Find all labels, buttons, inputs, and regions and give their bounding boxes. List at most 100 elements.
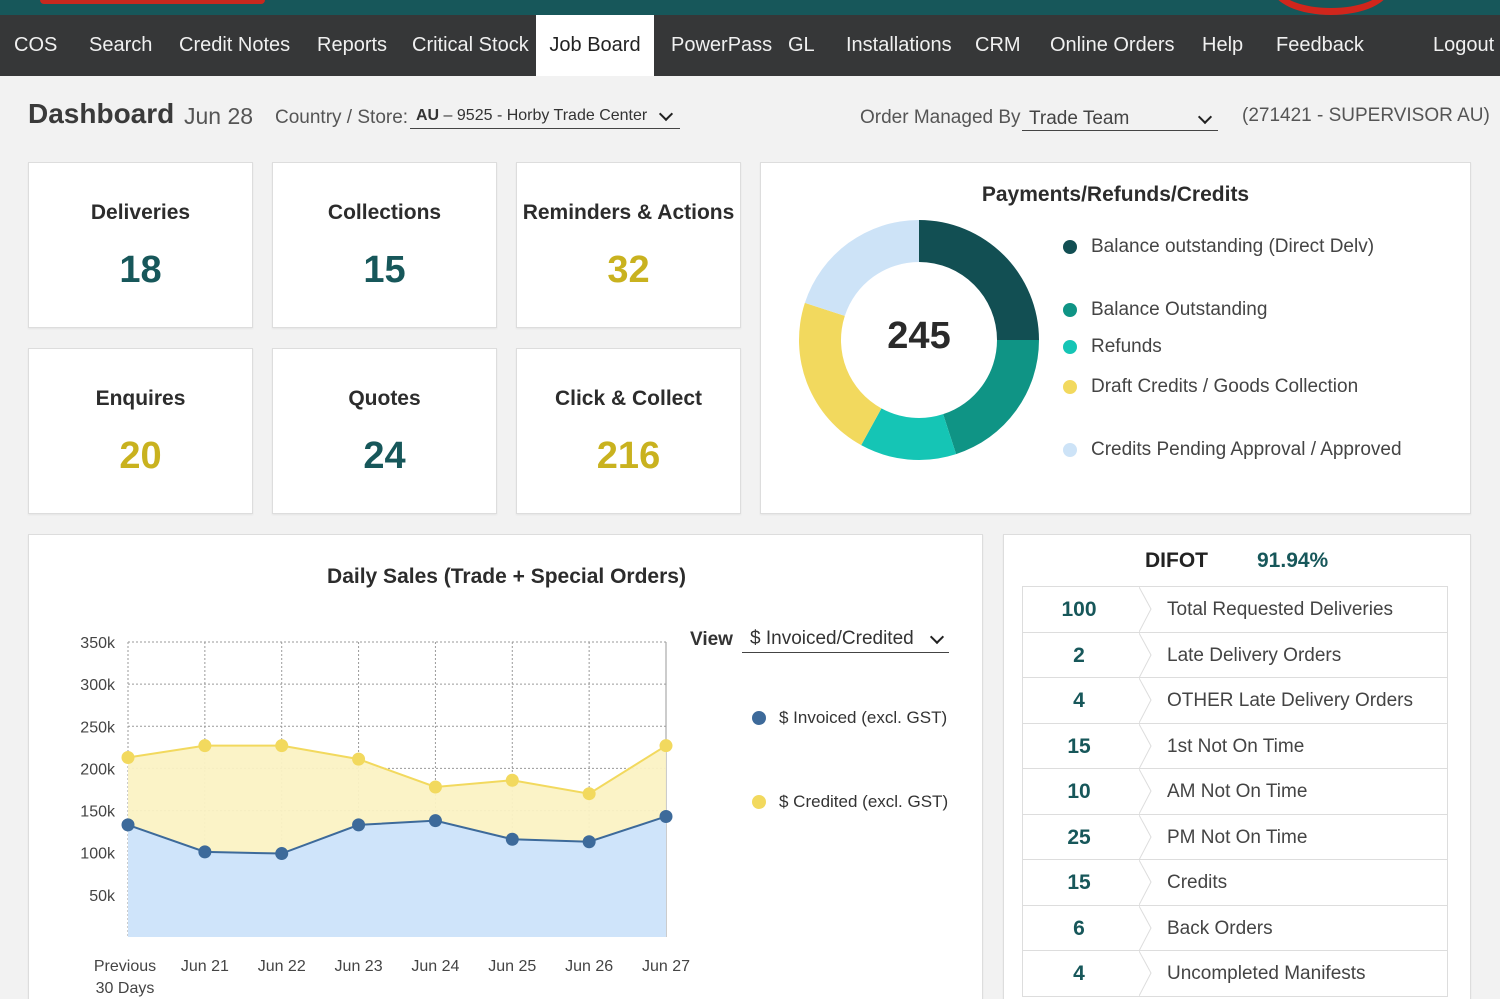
legend-dot	[1063, 303, 1077, 317]
credited-area	[128, 745, 666, 854]
credited-point[interactable]	[121, 750, 135, 764]
view-select-value: $ Invoiced/Credited	[750, 628, 914, 649]
nav-item-crm[interactable]: CRM	[975, 34, 1021, 56]
credited-point[interactable]	[352, 752, 366, 766]
invoiced-area	[128, 816, 666, 937]
credited-line	[127, 744, 667, 795]
legend-item: Refunds	[1063, 336, 1162, 358]
credited-point[interactable]	[659, 739, 673, 753]
invoiced-point[interactable]	[659, 809, 673, 823]
difot-row[interactable]: 2 Late Delivery Orders	[1022, 632, 1448, 678]
invoiced-point[interactable]	[198, 845, 212, 859]
difot-row-label: Back Orders	[1167, 917, 1273, 939]
tile-title: Click & Collect	[554, 387, 703, 410]
y-tick-label: 300k	[80, 677, 116, 694]
tile-reminders-actions[interactable]: Reminders & Actions 32	[516, 162, 741, 328]
view-select[interactable]: $ Invoiced/Credited	[742, 627, 949, 653]
x-tick-label: Jun 25	[488, 958, 536, 975]
invoiced-point[interactable]	[428, 814, 442, 828]
nav-item-gl[interactable]: GL	[788, 34, 815, 56]
x-tick-label: Jun 26	[565, 958, 613, 975]
difot-row-label: Uncompleted Manifests	[1167, 963, 1366, 984]
y-tick-label: 350k	[80, 635, 116, 652]
difot-row-label: Late Delivery Orders	[1167, 644, 1342, 666]
difot-row[interactable]: 15 1st Not On Time	[1022, 723, 1448, 769]
invoiced-point[interactable]	[275, 847, 289, 861]
difot-row-value: 15	[1067, 734, 1091, 758]
difot-row[interactable]: 100 Total Requested Deliveries	[1022, 587, 1448, 633]
difot-table: 100 Total Requested Deliveries 2 Late Deliv…	[1022, 586, 1448, 997]
tile-collections[interactable]: Collections 15	[272, 162, 497, 328]
tile-title: Enquires	[95, 387, 186, 410]
difot-row-label: PM Not On Time	[1167, 826, 1308, 848]
brand-logo	[40, 0, 265, 4]
row-separator	[1139, 678, 1152, 723]
credited-point[interactable]	[275, 739, 289, 753]
donut-segment[interactable]	[861, 408, 957, 460]
row-separator	[1139, 769, 1152, 814]
tile-click-collect[interactable]: Click & Collect 216	[516, 348, 741, 514]
nav-item-installations[interactable]: Installations	[846, 34, 952, 56]
invoiced-point[interactable]	[352, 818, 366, 832]
nav-item-reports[interactable]: Reports	[317, 34, 388, 56]
donut-segment[interactable]	[799, 302, 882, 446]
view-label: View	[690, 629, 733, 650]
x-tick-label: Jun 22	[258, 958, 306, 975]
invoiced-point[interactable]	[505, 832, 519, 846]
logout-link[interactable]: Logout	[1433, 34, 1495, 56]
credited-point[interactable]	[428, 780, 442, 794]
brand-emblem	[1272, 0, 1390, 15]
legend-dot	[752, 795, 766, 809]
difot-row[interactable]: 4 OTHER Late Delivery Orders	[1022, 678, 1448, 724]
nav-item-online-orders[interactable]: Online Orders	[1050, 34, 1175, 56]
main-nav: COS Search Credit Notes Reports Critical…	[0, 15, 1500, 76]
tile-title: Quotes	[348, 387, 421, 410]
row-separator	[1139, 951, 1152, 996]
donut-segment[interactable]	[943, 340, 1039, 455]
daily-sales-chart[interactable]: 350k 300k 250k 200k 150k 100k 50k Previous 30 Da…	[29, 535, 719, 999]
difot-row-value: 15	[1067, 871, 1091, 894]
difot-row-label: AM Not On Time	[1167, 781, 1308, 802]
difot-row[interactable]: 4 Uncompleted Manifests	[1022, 951, 1448, 997]
payments-total: 245	[887, 315, 951, 357]
store-select[interactable]: AU – 9525 - Horby Trade Center	[410, 105, 680, 129]
credited-point[interactable]	[198, 739, 212, 753]
payments-donut[interactable]	[789, 210, 1049, 470]
tile-title: Reminders & Actions	[522, 201, 735, 224]
invoiced-point[interactable]	[582, 835, 596, 849]
donut-segment[interactable]	[919, 220, 1039, 340]
chart-title: Daily Sales (Trade + Special Orders)	[327, 565, 686, 588]
difot-row[interactable]: 25 PM Not On Time	[1022, 814, 1448, 860]
invoiced-point[interactable]	[121, 818, 135, 832]
difot-header: DIFOT 91.94%	[1004, 549, 1470, 579]
nav-item-credit-notes[interactable]: Credit Notes	[179, 34, 291, 56]
nav-item-search[interactable]: Search	[89, 34, 153, 56]
donut-segment[interactable]	[804, 220, 919, 316]
nav-item-job-board[interactable]: Job Board	[536, 15, 654, 76]
difot-row-value: 2	[1073, 643, 1085, 667]
difot-label: DIFOT	[1145, 549, 1208, 572]
row-separator	[1139, 860, 1152, 905]
tile-enquires[interactable]: Enquires 20	[28, 348, 253, 514]
nav-item-cos[interactable]: COS	[14, 34, 58, 56]
credited-point[interactable]	[582, 787, 596, 801]
nav-item-feedback[interactable]: Feedback	[1276, 34, 1364, 56]
tile-title: Deliveries	[90, 201, 191, 224]
credited-point[interactable]	[505, 773, 519, 787]
managed-by-select[interactable]: Trade Team	[1022, 107, 1218, 131]
difot-row[interactable]: 10 AM Not On Time	[1022, 769, 1448, 815]
tile-deliveries[interactable]: Deliveries 18	[28, 162, 253, 328]
difot-row[interactable]: 15 Credits	[1022, 860, 1448, 906]
difot-row-label: Credits	[1167, 872, 1228, 893]
tile-value: 24	[363, 435, 406, 477]
difot-row[interactable]: 6 Back Orders	[1022, 905, 1448, 951]
tile-quotes[interactable]: Quotes 24	[272, 348, 497, 514]
legend-dot	[1063, 380, 1077, 394]
legend-dot	[752, 711, 766, 725]
y-tick-label: 100k	[80, 846, 116, 863]
nav-item-critical-stock[interactable]: Critical Stock	[412, 34, 529, 56]
nav-item-help[interactable]: Help	[1202, 34, 1244, 56]
nav-item-powerpass[interactable]: PowerPass	[671, 34, 773, 56]
difot-row-value: 10	[1067, 780, 1091, 803]
brand-bar	[0, 0, 1500, 15]
